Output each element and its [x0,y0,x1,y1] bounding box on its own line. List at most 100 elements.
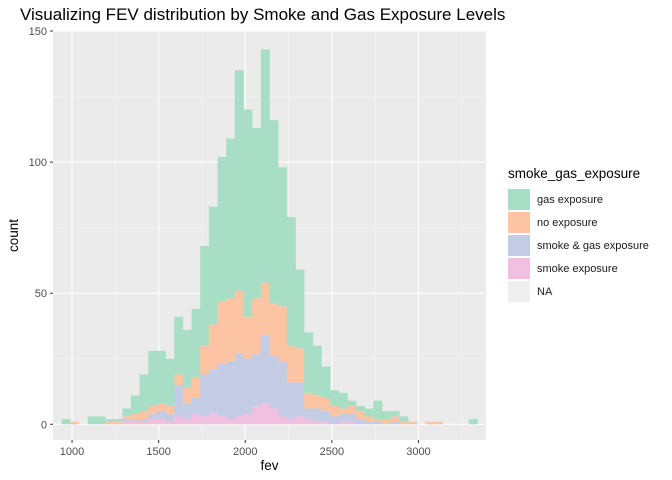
histogram-bar [191,377,201,399]
histogram-bar [304,392,314,409]
histogram-bar [226,138,236,299]
histogram-bar [347,413,357,422]
histogram-bar [312,345,322,396]
histogram-bar [399,416,409,422]
histogram-bar [295,269,305,349]
histogram-bar [200,345,210,375]
histogram-bar [304,408,314,420]
histogram-bar [269,408,279,425]
histogram-bar [139,419,149,422]
legend-title: smoke_gas_exposure [508,166,641,181]
histogram-bar [434,421,443,425]
histogram-bar [364,408,374,417]
histogram-bar [61,419,71,425]
histogram-bar [252,298,262,354]
histogram-bar [286,419,296,425]
histogram-bar [286,382,296,420]
histogram-bar [113,421,123,425]
histogram-bar [130,419,140,422]
histogram-bar [200,374,210,417]
histogram-bar [182,387,192,404]
histogram-bar [122,416,132,420]
histogram-bar [260,49,270,283]
histogram-bar [217,301,227,364]
histogram-bar [347,421,357,425]
legend-label: NA [537,285,553,298]
histogram-bar [278,167,288,307]
histogram-bar [191,413,201,425]
histogram-bar [278,306,288,362]
histogram-bar [104,419,114,422]
histogram-bar [295,348,305,383]
histogram-bar [304,419,314,425]
legend-label: smoke & gas exposure [537,239,649,252]
histogram-bar [260,335,270,404]
histogram-bar [226,298,236,362]
histogram-bar [382,419,392,425]
histogram-bar [243,109,253,317]
legend-item-no-exposure: no exposure [508,211,649,234]
histogram-bar [338,392,348,409]
histogram-bar [208,206,218,325]
histogram-bar [113,419,123,422]
y-axis-label: count [6,219,21,252]
legend-label: smoke exposure [537,262,618,275]
histogram-bar [122,408,132,417]
histogram-bar [364,421,374,425]
histogram-bar [295,382,305,417]
legend-item-na: NA [508,280,649,303]
legend-label: gas exposure [537,193,604,206]
histogram-bar [130,395,140,414]
histogram-bar [148,350,158,406]
y-tick-label: 150 [29,26,47,38]
legend-swatch [508,258,530,279]
histogram-bar [286,345,296,383]
histogram-bar [148,413,158,420]
histogram-bar [364,416,374,422]
histogram-bar [390,411,400,417]
histogram-bar [182,403,192,420]
histogram-bar [156,350,166,404]
x-tick-label: 1000 [60,446,84,458]
histogram-bar [347,400,357,406]
histogram-bar [217,156,227,302]
histogram-bar [312,395,322,409]
histogram-bar [139,421,149,425]
histogram-bar [156,403,166,412]
y-tick-label: 100 [29,157,47,169]
histogram-bar [382,411,392,420]
histogram-bar [252,405,262,425]
histogram-bar [243,316,253,359]
histogram-bar [347,405,357,414]
histogram-bar [191,308,201,378]
histogram-bar [286,217,296,346]
histogram-bar [174,316,184,375]
histogram-bar [234,70,244,291]
histogram-bar [208,369,218,414]
x-tick-label: 2000 [233,446,257,458]
histogram-bar [356,405,366,412]
histogram-bar [122,421,132,425]
legend-item-smoke-exposure: smoke exposure [508,257,649,280]
legend-swatch [508,235,530,256]
legend-swatch [508,212,530,233]
y-tick-label: 50 [35,288,47,300]
histogram-bar [165,421,175,425]
histogram-bar [122,419,132,422]
histogram-bar [468,419,478,425]
histogram-bar [182,329,192,388]
histogram-bar [104,421,114,425]
histogram-bar [373,421,383,425]
histogram-bar [399,421,409,425]
legend-swatch [508,189,530,210]
histogram-bar [165,358,175,406]
histogram-bar [226,419,236,425]
histogram-bar [165,405,175,414]
histogram-bar [87,416,97,425]
histogram-bar [226,361,236,420]
histogram-bar [174,416,184,425]
histogram-bar [304,332,314,393]
histogram-bar [208,324,218,370]
histogram-bar [243,358,253,414]
